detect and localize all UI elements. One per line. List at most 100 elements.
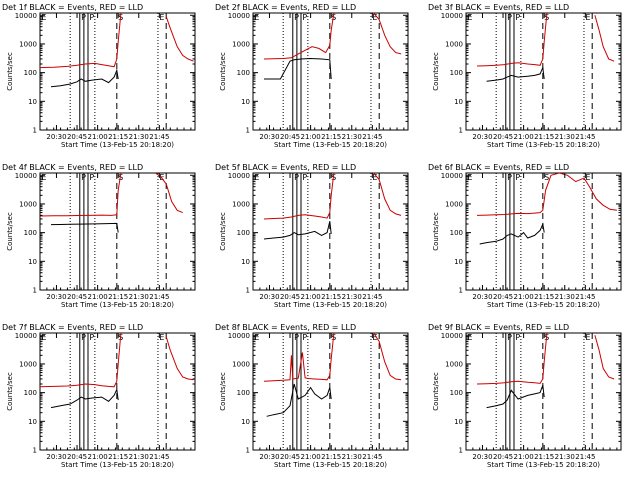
y-tick-label: 10 <box>28 258 37 266</box>
y-tick-label: 10000 <box>441 12 463 20</box>
y-tick-label: 1 <box>33 127 37 135</box>
marker-label-2: P <box>302 333 307 342</box>
marker-label-4: E <box>585 333 590 342</box>
y-tick-label: 10000 <box>228 172 250 180</box>
y-tick-label: 1 <box>246 287 250 295</box>
y-tick-label: 10 <box>241 418 250 426</box>
y-tick-label: 1 <box>33 447 37 455</box>
x-tick-label: 21:30 <box>555 133 575 141</box>
x-axis-label: Start Time (13-Feb-15 20:18:20) <box>487 141 600 149</box>
y-tick-label: 100 <box>24 389 37 397</box>
marker-label-0: E <box>254 173 259 182</box>
x-tick-label: 20:45 <box>67 133 87 141</box>
y-tick-label: 1000 <box>445 40 463 48</box>
y-tick-label: 10000 <box>228 332 250 340</box>
y-tick-label: 100 <box>237 229 250 237</box>
x-tick-label: 21:30 <box>129 133 149 141</box>
panel-title: Det 4f BLACK = Events, RED = LLD <box>2 163 143 172</box>
y-axis-label: Counts/sec <box>6 372 14 411</box>
y-tick-label: 10000 <box>15 172 37 180</box>
events-line <box>264 57 332 80</box>
x-tick-label: 20:30 <box>259 293 279 301</box>
x-tick-label: 21:30 <box>342 133 362 141</box>
x-tick-label: 20:30 <box>259 453 279 461</box>
y-tick-label: 1 <box>459 447 463 455</box>
panel-title: Det 1f BLACK = Events, RED = LLD <box>2 3 143 12</box>
x-tick-label: 21:00 <box>514 133 534 141</box>
marker-label-1: P <box>294 333 299 342</box>
x-tick-label: 21:00 <box>514 453 534 461</box>
plot-frame <box>465 12 622 131</box>
y-tick-label: 100 <box>450 229 463 237</box>
y-axis-label: Counts/sec <box>432 212 440 251</box>
x-tick-label: 21:30 <box>555 453 575 461</box>
events-line <box>486 65 545 82</box>
plot-frame <box>39 172 196 291</box>
series-group <box>40 13 194 88</box>
lld-line <box>263 173 335 220</box>
marker-label-1: P <box>81 173 86 182</box>
events-line <box>486 385 545 409</box>
x-axis-label: Start Time (13-Feb-15 20:18:20) <box>274 141 387 149</box>
x-tick-label: 20:45 <box>280 133 300 141</box>
y-tick-label: 100 <box>237 69 250 77</box>
lld-line <box>263 333 335 382</box>
lld-line <box>165 16 194 62</box>
x-tick-label: 21:15 <box>321 453 341 461</box>
marker-label-2: P <box>302 173 307 182</box>
lld-line <box>40 333 122 388</box>
marker-label-4: E <box>585 13 590 22</box>
lld-line <box>594 335 615 380</box>
marker-label-2: P <box>89 13 94 22</box>
x-tick-label: 21:15 <box>321 133 341 141</box>
y-tick-label: 1000 <box>232 200 250 208</box>
marker-label-4: E <box>159 13 164 22</box>
y-tick-label: 1 <box>459 287 463 295</box>
y-tick-label: 10 <box>28 98 37 106</box>
plot-frame <box>465 172 622 291</box>
x-tick-label: 20:30 <box>46 133 66 141</box>
marker-label-0: E <box>41 173 46 182</box>
panel-title: Det 2f BLACK = Events, RED = LLD <box>215 3 356 12</box>
y-tick-label: 100 <box>237 389 250 397</box>
y-tick-label: 1000 <box>19 40 37 48</box>
x-tick-label: 21:00 <box>88 133 108 141</box>
events-line <box>50 68 119 88</box>
marker-label-0: E <box>41 333 46 342</box>
y-axis-label: Counts/sec <box>6 52 14 91</box>
events-line <box>479 222 545 245</box>
x-axis-label: Start Time (13-Feb-15 20:18:20) <box>274 461 387 469</box>
plot-frame <box>465 332 622 451</box>
marker-label-0: E <box>467 13 472 22</box>
x-axis-label: Start Time (13-Feb-15 20:18:20) <box>61 301 174 309</box>
y-tick-label: 100 <box>450 389 463 397</box>
y-tick-label: 10 <box>454 258 463 266</box>
y-tick-label: 10000 <box>228 12 250 20</box>
x-tick-label: 21:45 <box>362 293 382 301</box>
lld-line <box>594 15 615 62</box>
events-line <box>266 383 332 417</box>
marker-label-4: E <box>372 333 377 342</box>
x-axis-label: Start Time (13-Feb-15 20:18:20) <box>61 461 174 469</box>
series-group <box>263 333 402 417</box>
y-tick-label: 10000 <box>15 12 37 20</box>
marker-label-4: E <box>585 173 590 182</box>
y-tick-label: 10000 <box>15 332 37 340</box>
x-tick-label: 21:30 <box>342 293 362 301</box>
x-tick-label: 21:00 <box>514 293 534 301</box>
events-line <box>50 222 119 233</box>
x-tick-label: 21:15 <box>321 293 341 301</box>
y-tick-label: 1000 <box>19 200 37 208</box>
x-tick-label: 20:45 <box>493 133 513 141</box>
x-tick-label: 21:30 <box>555 293 575 301</box>
lld-line <box>373 13 402 55</box>
x-tick-label: 21:45 <box>575 133 595 141</box>
